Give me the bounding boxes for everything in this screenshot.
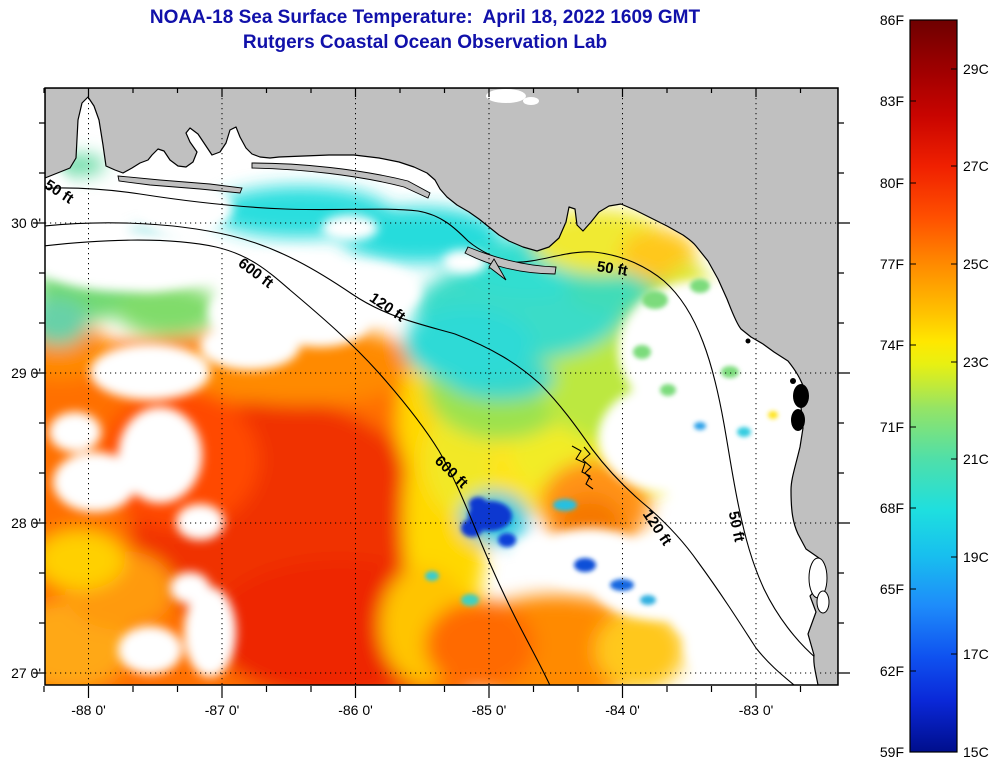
title-line-2: Rutgers Coastal Ocean Observation Lab (242, 32, 608, 53)
barrier-island-santa-rosa (251, 162, 431, 199)
colorbar-f-68: 68F (879, 500, 904, 516)
colorbar (909, 19, 958, 753)
tampa-bay-south (816, 590, 830, 614)
x-tick-n88: -88 0' (71, 702, 106, 718)
coastline (45, 88, 838, 685)
coastal-islet-1 (790, 378, 796, 384)
axis-ticks (33, 88, 850, 698)
colorbar-f-ticks (910, 100, 916, 672)
barrier-island-west (117, 175, 243, 194)
contour-120ft (45, 222, 795, 685)
contour-600ft (45, 239, 551, 685)
colorbar-c-ticks (951, 68, 957, 655)
colorbar-f-86: 86F (879, 12, 904, 28)
inland-lake (486, 89, 526, 103)
colorbar-f-80: 80F (879, 175, 904, 191)
figure-title-block: NOAA-18 Sea Surface Temperature: April 1… (45, 5, 805, 55)
colorbar-c-19: 19C (963, 549, 989, 565)
coastal-marsh-blob-2 (791, 409, 805, 431)
x-tick-n84: -84 0' (605, 702, 640, 718)
x-tick-n87: -87 0' (204, 702, 240, 718)
colorbar-f-65: 65F (879, 581, 904, 597)
contour-detail-squiggle (571, 445, 594, 490)
y-tick-27: 27 0' (11, 665, 41, 681)
contour-50ft (45, 187, 838, 678)
colorbar-c-23: 23C (963, 354, 989, 370)
barrier-spit (464, 246, 557, 275)
inland-lake-small (523, 97, 539, 105)
title-line-1: NOAA-18 Sea Surface Temperature: April 1… (149, 7, 701, 28)
colorbar-c-25: 25C (963, 256, 989, 272)
colorbar-f-71: 71F (879, 419, 904, 435)
coastal-islet-2 (745, 338, 751, 344)
colorbar-c-29: 29C (963, 61, 989, 77)
contour-label-50ft-apalachee: 50 ft (595, 258, 629, 280)
colorbar-f-74: 74F (879, 337, 904, 353)
colorbar-c-27: 27C (963, 158, 989, 174)
colorbar-gradient (909, 19, 958, 753)
land-mass (45, 88, 838, 685)
colorbar-f-59: 59F (879, 744, 904, 760)
colorbar-c-17: 17C (963, 646, 989, 662)
colorbar-c-21: 21C (963, 451, 989, 467)
x-tick-n86: -86 0' (338, 702, 373, 718)
y-tick-30: 30 0' (11, 215, 41, 231)
colorbar-c-15: 15C (963, 744, 989, 760)
depth-contours (45, 187, 838, 685)
coastal-marsh-blob-1 (793, 384, 809, 408)
x-tick-n85: -85 0' (471, 702, 507, 718)
cape-point (488, 258, 507, 281)
y-tick-28: 28 0' (11, 515, 41, 531)
x-tick-n83: -83 0' (738, 702, 774, 718)
y-tick-29: 29 0' (11, 365, 41, 381)
colorbar-f-83: 83F (879, 93, 904, 109)
plot-border (44, 87, 839, 686)
colorbar-f-62: 62F (879, 663, 904, 679)
colorbar-f-77: 77F (879, 256, 904, 272)
